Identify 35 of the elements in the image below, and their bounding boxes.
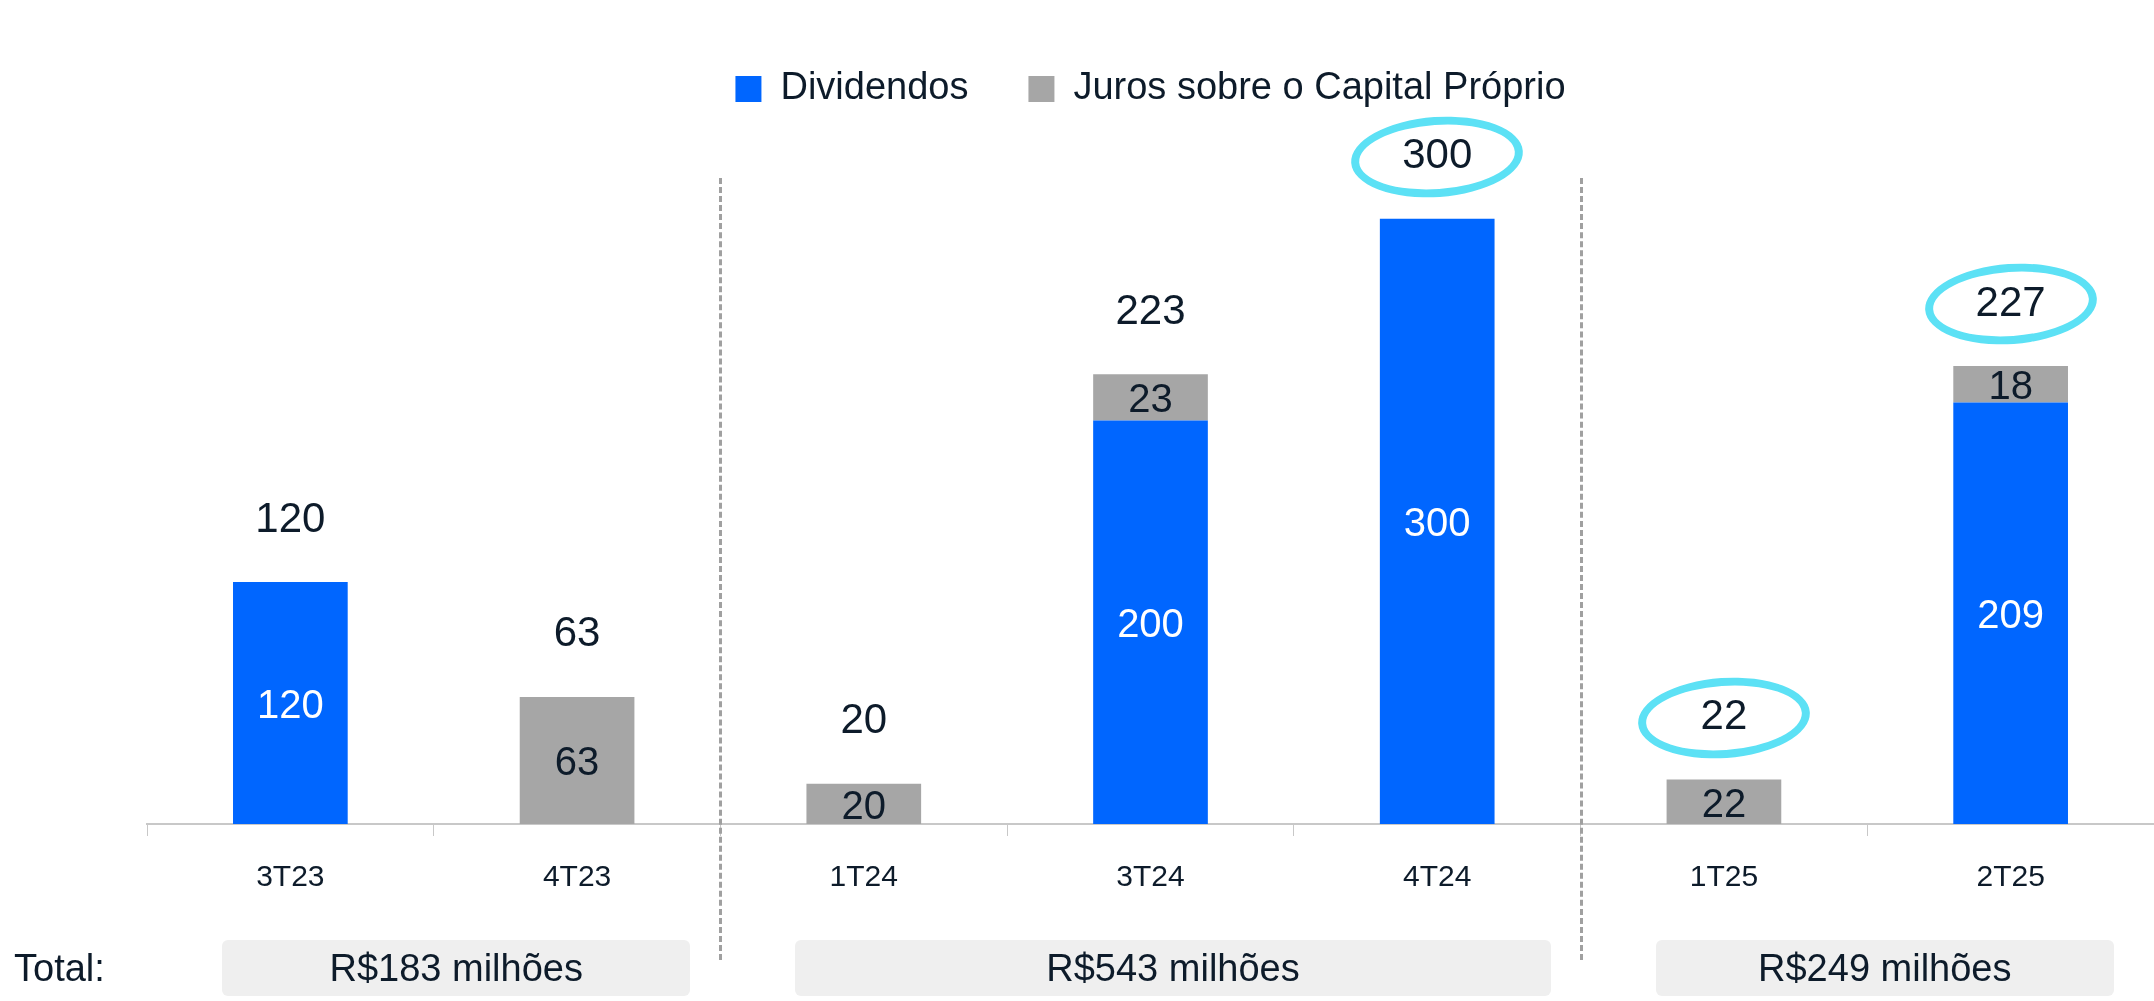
bar (1953, 402, 2068, 824)
bar (1379, 218, 1495, 824)
bar (233, 581, 348, 824)
data-label: 300 (1403, 500, 1471, 545)
bar (1093, 374, 1208, 421)
text: Total: (14, 946, 105, 991)
data-label: 23 (1128, 376, 1173, 421)
x-tick-label: 2T25 (1976, 859, 2045, 893)
data-label: 63 (554, 739, 600, 784)
total-label: 63 (553, 608, 601, 656)
data-label: 120 (256, 682, 324, 726)
x-tick-label: 3T24 (1116, 859, 1185, 893)
legend-label: Dividendos (780, 65, 969, 108)
text: R$543 milhões (795, 940, 1551, 996)
x-tick-label: 1T24 (829, 859, 898, 893)
data-label: 20 (841, 782, 887, 827)
data-label: 22 (1701, 780, 1747, 825)
data-label: 18 (1988, 363, 2033, 408)
data-label: 209 (1977, 592, 2045, 637)
text: R$183 milhões (222, 940, 691, 996)
bar (1093, 420, 1208, 824)
legend-label: Juros sobre o Capital Próprio (1073, 65, 1566, 108)
data-label: 200 (1117, 601, 1184, 646)
x-tick-label: 4T23 (542, 859, 612, 893)
text: R$249 milhões (1655, 940, 2114, 996)
total-label: 120 (255, 493, 326, 541)
x-tick-label: 4T24 (1403, 859, 1472, 893)
total-label: 22 (1700, 691, 1748, 739)
total-label: 300 (1402, 130, 1473, 178)
total-label: 223 (1115, 285, 1186, 333)
bar (519, 696, 635, 824)
total-label: 227 (1975, 277, 2046, 325)
total-label: 20 (840, 695, 888, 743)
x-tick-label: 3T23 (256, 859, 325, 893)
x-tick-label: 1T25 (1689, 859, 1759, 893)
